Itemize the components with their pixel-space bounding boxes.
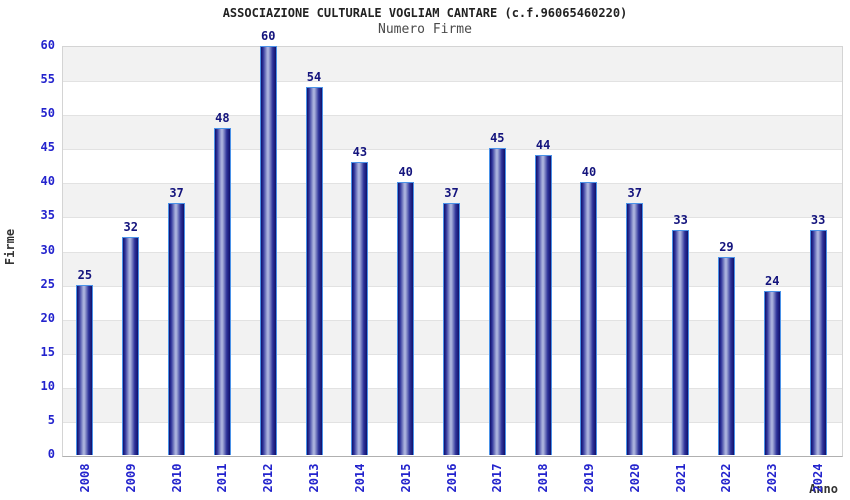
y-tick-label: 30 <box>40 242 55 257</box>
y-axis-title: Firme <box>3 228 17 266</box>
y-tick-label: 5 <box>47 412 55 427</box>
bar <box>672 230 690 455</box>
bar-value-label: 29 <box>719 240 734 255</box>
bar <box>580 182 598 455</box>
y-tick-label: 55 <box>40 72 55 87</box>
x-tick-label: 2022 <box>719 463 734 493</box>
x-tick-label: 2015 <box>398 463 413 493</box>
y-tick-label: 45 <box>40 140 55 155</box>
bar <box>259 46 277 455</box>
y-tick-label: 50 <box>40 106 55 121</box>
y-tick-label: 20 <box>40 310 55 325</box>
bar <box>717 257 735 455</box>
x-tick-label: 2010 <box>169 463 184 493</box>
grid-band <box>63 47 842 82</box>
bar <box>626 202 644 455</box>
x-tick-label: 2018 <box>536 463 551 493</box>
gridline <box>63 81 842 83</box>
x-tick-label: 2020 <box>627 463 642 493</box>
bar <box>122 236 140 455</box>
bar-value-label: 40 <box>581 165 597 180</box>
bar-value-label: 60 <box>260 29 276 43</box>
bar-value-label: 54 <box>306 69 322 84</box>
y-tick-label: 10 <box>40 378 55 393</box>
chart-title: ASSOCIAZIONE CULTURALE VOGLIAM CANTARE (… <box>222 6 628 20</box>
y-tick-label: 60 <box>40 38 55 52</box>
x-tick-label: 2021 <box>673 463 688 493</box>
bar <box>443 202 460 455</box>
bar-value-label: 45 <box>490 131 505 146</box>
gridline <box>63 115 842 117</box>
bar-value-label: 32 <box>123 219 138 234</box>
bar-value-label: 48 <box>215 110 230 125</box>
x-axis-title: Anno <box>809 482 838 496</box>
chart-subtitle: Numero Firme <box>378 22 472 37</box>
x-tick-label: 2014 <box>352 463 367 493</box>
bar <box>809 230 827 455</box>
x-tick-label: 2011 <box>215 463 230 493</box>
x-tick-label: 2008 <box>77 463 92 493</box>
bar <box>763 291 781 455</box>
bar <box>534 155 552 455</box>
x-tick-label: 2019 <box>581 463 596 493</box>
bar-value-label: 33 <box>810 213 826 228</box>
bar-value-label: 43 <box>352 144 368 159</box>
x-tick-label: 2024 <box>811 463 826 493</box>
x-tick-label: 2016 <box>444 463 459 493</box>
x-tick-label: 2013 <box>307 463 322 493</box>
bar-value-label: 37 <box>627 185 642 200</box>
bar <box>488 148 506 455</box>
bar-value-label: 33 <box>673 213 688 228</box>
bar <box>351 161 369 455</box>
grid-band <box>63 81 842 116</box>
bar <box>213 127 231 455</box>
y-tick-label: 40 <box>40 174 55 189</box>
grid-band <box>63 149 842 184</box>
x-tick-label: 2023 <box>765 463 780 493</box>
bar-value-label: 25 <box>77 267 93 282</box>
bar <box>305 86 323 455</box>
y-tick-label: 35 <box>40 208 55 223</box>
x-tick-label: 2017 <box>490 463 505 493</box>
bar-value-label: 37 <box>169 185 184 200</box>
y-tick-label: 15 <box>40 344 55 359</box>
bar <box>397 182 415 455</box>
bar <box>76 284 94 455</box>
y-tick-label: 25 <box>40 276 55 291</box>
bar-value-label: 40 <box>398 165 413 180</box>
bar-value-label: 44 <box>535 138 551 153</box>
bar <box>168 202 186 455</box>
x-tick-label: 2012 <box>261 463 276 493</box>
x-tick-label: 2009 <box>123 463 138 493</box>
gridline <box>63 183 842 185</box>
bar-value-label: 37 <box>444 185 459 200</box>
y-tick-label: 0 <box>47 447 55 461</box>
bar-value-label: 24 <box>765 274 780 289</box>
grid-band <box>63 115 842 150</box>
gridline <box>63 149 842 151</box>
